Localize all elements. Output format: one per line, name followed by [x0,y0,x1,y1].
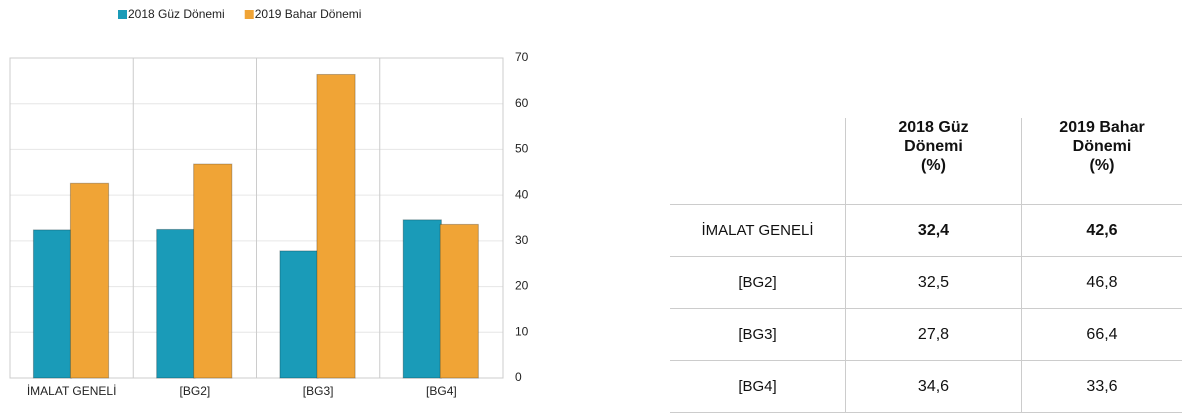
x-tick-label: [BG2] [180,384,211,398]
header-cell: 2018 Güz Dönemi (%) [845,118,1022,205]
table-row: İMALAT GENELİ 32,4 42,6 [670,204,1182,257]
y-tick-label: 50 [515,142,529,156]
column-label: 2018 Güz Dönemi [898,119,969,155]
table-cell: 27,8 [845,308,1022,361]
row-label: İMALAT GENELİ [670,204,846,257]
table-cell: 66,4 [1021,308,1182,361]
x-tick-label: İMALAT GENELİ [27,384,117,398]
table-cell: 42,6 [1021,204,1182,257]
table-row: [BG2] 32,5 46,8 [670,256,1182,309]
y-tick-label: 0 [515,370,522,384]
data-table: 2018 Güz Dönemi (%) 2019 Bahar Dönemi (%) … [670,118,1182,413]
legend-swatch [244,10,254,19]
row-label: [BG4] [670,360,846,413]
row-label: [BG2] [670,256,846,309]
table-cell: 32,4 [845,204,1022,257]
y-tick-label: 10 [515,324,529,338]
table-cell: 34,6 [845,360,1022,413]
column-label: 2019 Bahar Dönemi [1059,119,1145,155]
y-tick-label: 40 [515,187,529,201]
column-unit: (%) [1089,157,1115,174]
header-cell [670,118,846,205]
y-tick-label: 20 [515,279,529,293]
bar [32,229,73,379]
x-tick-label: [BG4] [426,384,457,398]
row-label: [BG3] [670,308,846,361]
y-tick-label: 70 [515,50,529,64]
bar [439,223,479,379]
chart: 0 10 20 30 40 50 60 70 2018 Güz Dönemi 2019 Bahar… [9,7,529,398]
table-cell: 32,5 [845,256,1022,309]
bar [279,250,319,379]
column-unit: (%) [921,157,946,174]
table-row: [BG4] 34,6 33,6 [670,360,1182,413]
table-cell: 46,8 [1021,256,1182,309]
y-tick-label: 60 [515,96,529,110]
bar [402,219,442,379]
bar [316,73,356,379]
table-row: [BG3] 27,8 66,4 [670,308,1182,361]
y-tick-label: 30 [515,233,529,247]
table-cell: 33,6 [1021,360,1182,413]
header-row: 2018 Güz Dönemi (%) 2019 Bahar Dönemi (%) [670,118,1182,205]
bar [156,228,196,379]
bar [69,182,110,379]
legend-swatch [118,10,127,19]
x-tick-label: [BG3] [303,384,334,398]
legend-label: 2019 Bahar Dönemi [255,7,362,21]
legend-label: 2018 Güz Dönemi [128,7,225,21]
header-cell: 2019 Bahar Dönemi (%) [1021,118,1182,205]
bar [193,163,233,379]
